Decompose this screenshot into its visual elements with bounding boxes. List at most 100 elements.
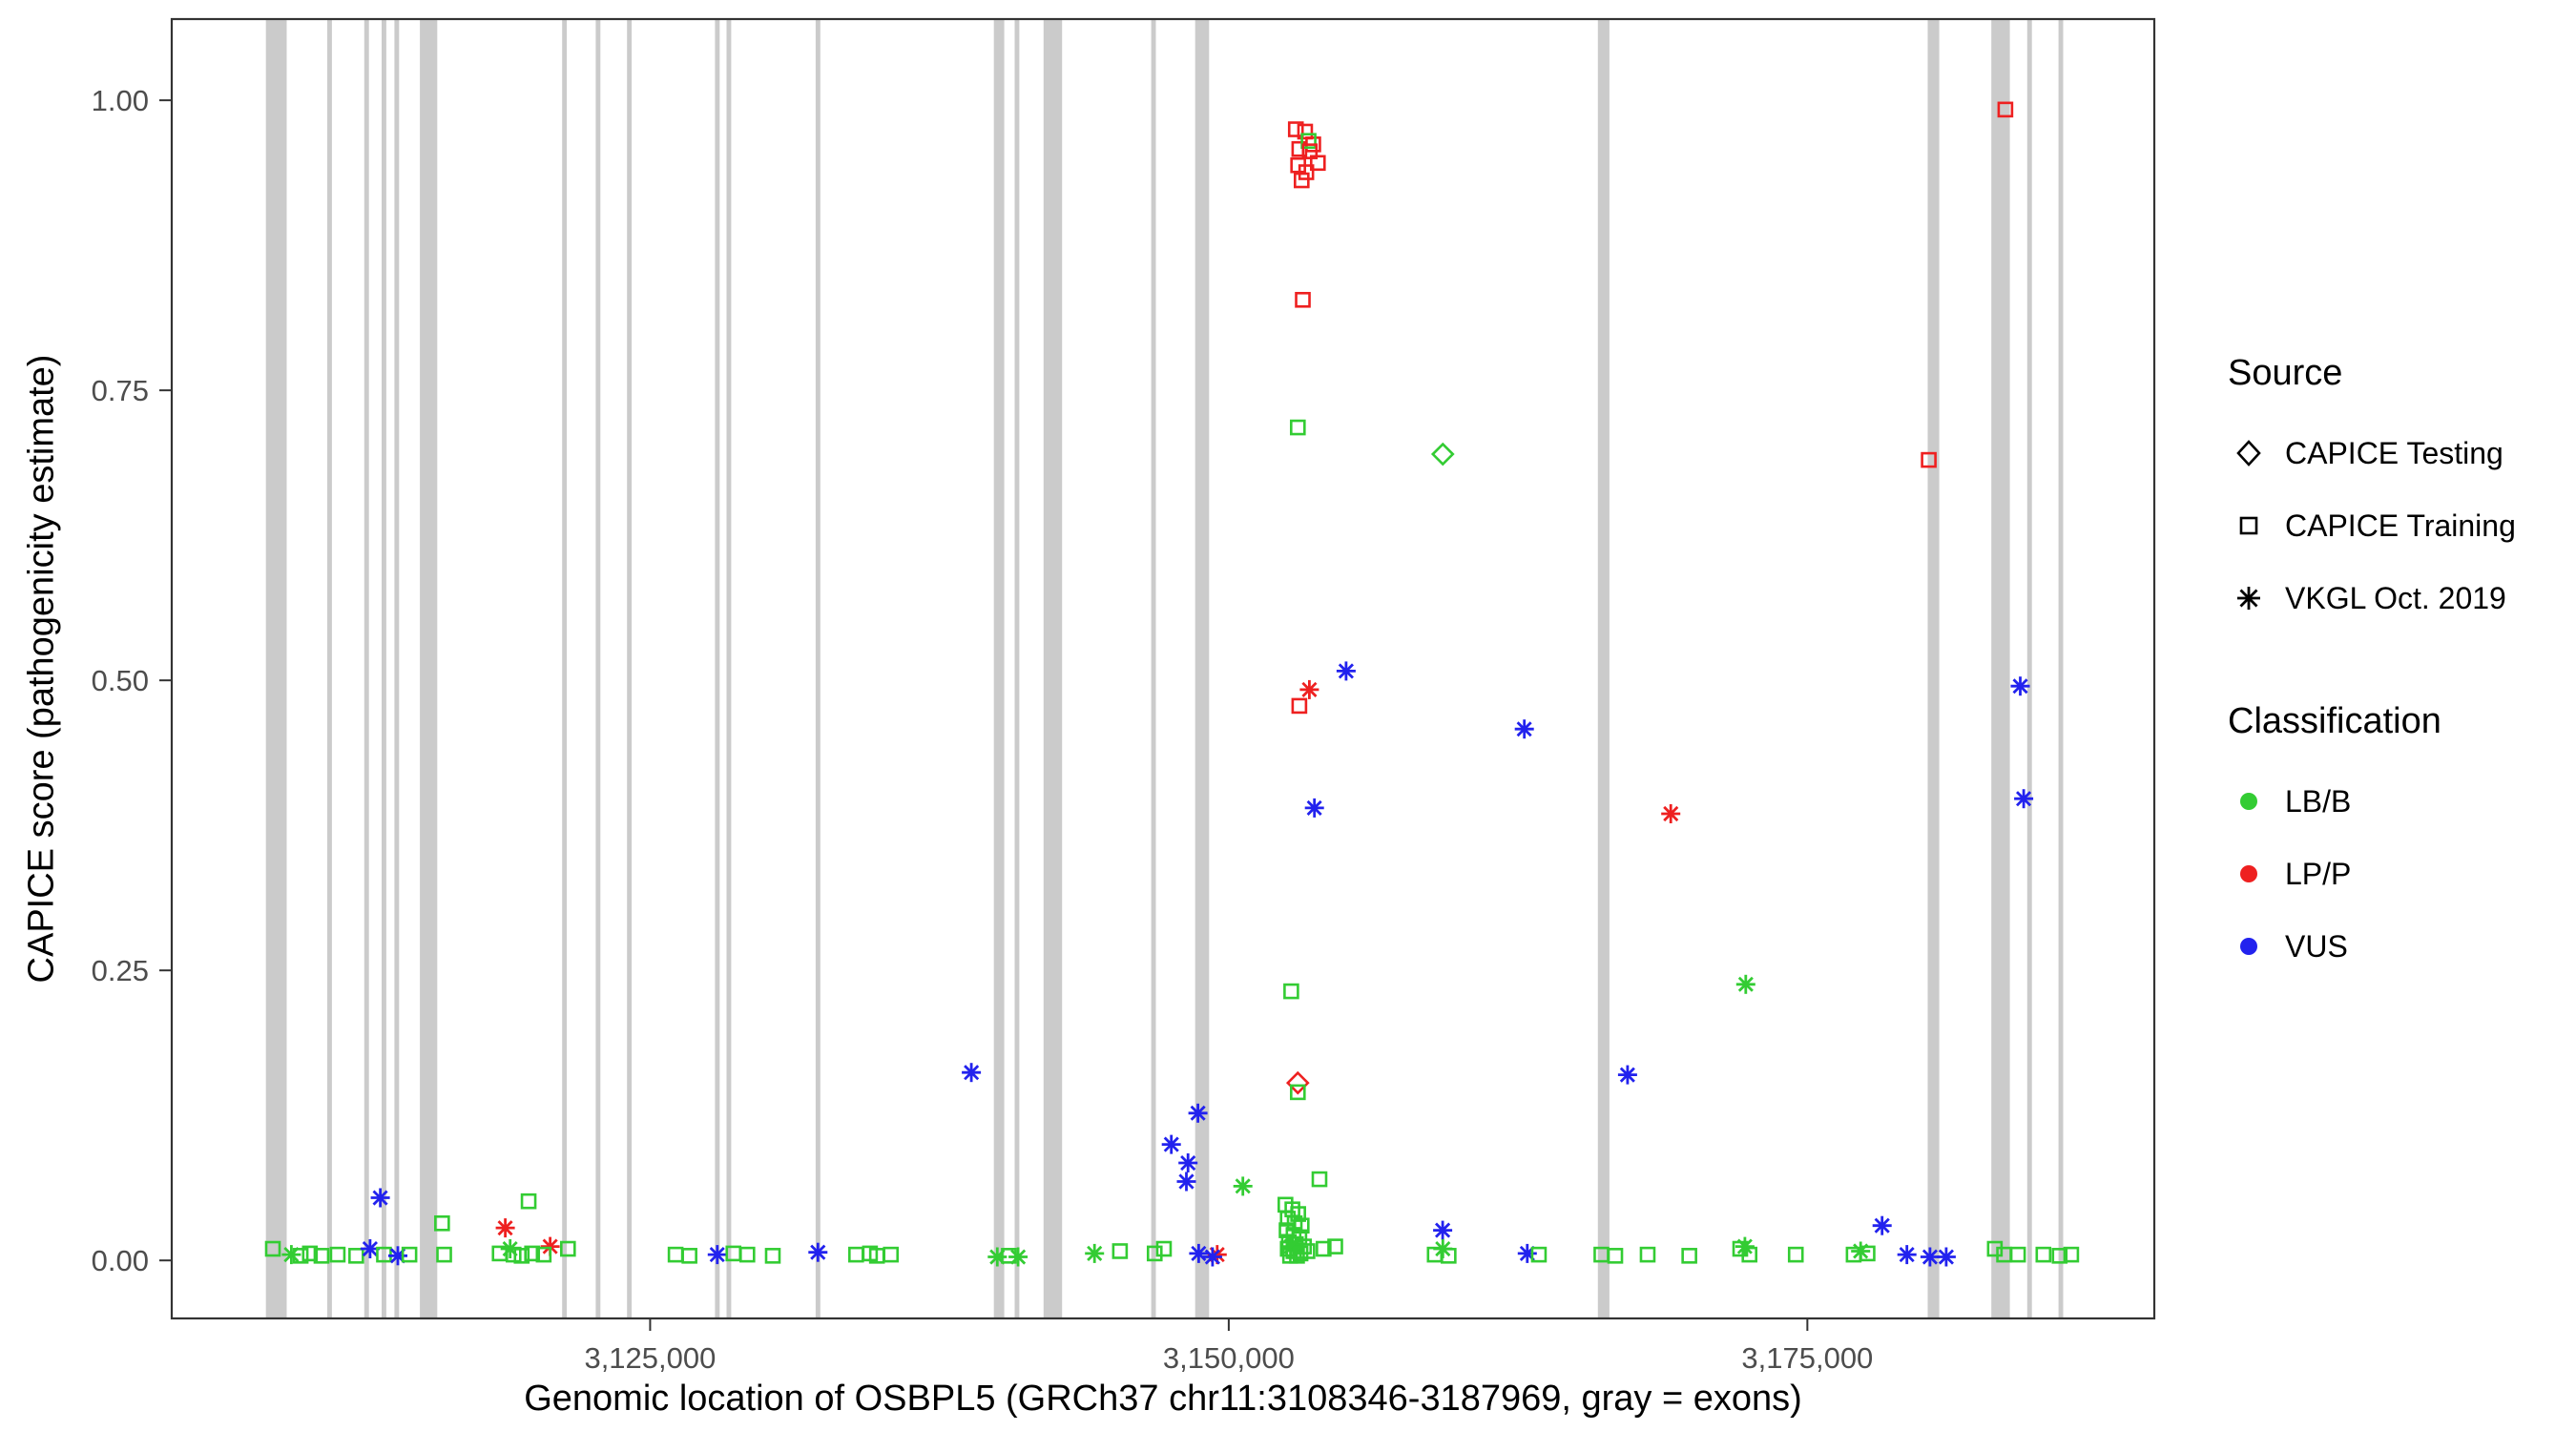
point-vkgl	[1936, 1247, 1956, 1267]
point-training	[401, 1246, 418, 1263]
exon-band	[1043, 19, 1063, 1318]
point-training	[348, 1248, 364, 1264]
point-vkgl	[1299, 679, 1319, 699]
point-vkgl	[1085, 1243, 1105, 1263]
point-training	[739, 1246, 756, 1263]
point-training	[1295, 291, 1311, 308]
legend-classification-title: Classification	[2228, 701, 2441, 741]
x-tick-label: 3,125,000	[584, 1341, 716, 1375]
legend-classification: Classification LB/B LP/P	[2228, 701, 2441, 983]
legend-item-vkgl: VKGL Oct. 2019	[2228, 562, 2516, 634]
point-training	[764, 1248, 781, 1264]
y-tick-label: 1.00	[92, 84, 149, 117]
point-training	[2051, 1248, 2068, 1264]
x-axis-title: Genomic location of OSBPL5 (GRCh37 chr11…	[524, 1379, 1802, 1419]
point-training	[1155, 1240, 1173, 1257]
point-vkgl	[1281, 1236, 1301, 1256]
point-training	[1311, 1171, 1328, 1188]
point-training	[292, 1248, 309, 1264]
exon-band	[715, 19, 720, 1318]
point-vkgl	[1178, 1153, 1198, 1172]
legend-item-capice-training: CAPICE Training	[2228, 489, 2516, 562]
exon-band	[327, 19, 332, 1318]
point-vkgl	[962, 1063, 982, 1083]
point-vkgl	[1008, 1247, 1028, 1267]
y-tick-label: 0.50	[92, 664, 149, 697]
point-training	[560, 1240, 576, 1257]
point-training	[2035, 1246, 2052, 1263]
point-training	[520, 1192, 537, 1210]
y-tick-label: 0.75	[92, 374, 149, 407]
legend-item-vus: VUS	[2228, 910, 2441, 983]
exon-band	[1927, 19, 1940, 1318]
point-vkgl	[495, 1218, 515, 1238]
point-training	[506, 1246, 522, 1263]
point-training	[1283, 983, 1299, 1000]
point-testing	[1430, 442, 1455, 467]
point-testing	[1285, 1070, 1310, 1095]
exon-band	[1014, 19, 1020, 1318]
point-training	[436, 1246, 452, 1263]
legend-item-lbb: LB/B	[2228, 765, 2441, 838]
x-tick-label: 3,175,000	[1741, 1341, 1873, 1375]
point-vkgl	[1872, 1215, 1892, 1235]
point-vkgl	[370, 1188, 390, 1208]
exon-band	[420, 19, 438, 1318]
point-training	[1294, 172, 1310, 189]
point-training	[667, 1246, 684, 1263]
point-vkgl	[1188, 1103, 1208, 1123]
point-training	[1787, 1246, 1804, 1263]
exon-band	[815, 19, 821, 1318]
point-training	[1297, 123, 1314, 140]
point-vkgl	[1897, 1245, 1917, 1265]
y-axis-title: CAPICE score (pathogenicity estimate)	[21, 354, 62, 984]
point-training	[2009, 1246, 2026, 1263]
point-training	[883, 1246, 900, 1263]
point-vkgl	[2014, 789, 2034, 809]
legend-item-capice-testing: CAPICE Testing	[2228, 417, 2516, 489]
point-training	[535, 1246, 552, 1263]
point-training	[1111, 1243, 1129, 1259]
legend-label: LB/B	[2285, 783, 2352, 819]
point-training	[1146, 1245, 1163, 1262]
legend-label: LP/P	[2285, 856, 2352, 891]
exon-band	[627, 19, 633, 1318]
point-vkgl	[707, 1245, 727, 1265]
point-vkgl	[1433, 1239, 1453, 1258]
legend-label: VKGL Oct. 2019	[2285, 580, 2506, 615]
lpp-dot-icon	[2228, 853, 2270, 895]
point-training	[1921, 451, 1937, 468]
point-training	[2063, 1246, 2080, 1263]
point-training	[434, 1214, 450, 1232]
legend-label: VUS	[2285, 928, 2348, 964]
exon-band	[562, 19, 568, 1318]
point-training	[1291, 697, 1308, 715]
point-training	[1607, 1248, 1624, 1264]
exon-band	[1597, 19, 1610, 1318]
point-training	[313, 1248, 330, 1264]
exon-band	[993, 19, 1005, 1318]
exon-band	[1991, 19, 2010, 1318]
vus-dot-icon	[2228, 925, 2270, 967]
legend-label: CAPICE Testing	[2285, 435, 2503, 470]
exon-band	[1151, 19, 1156, 1318]
legend-item-lpp: LP/P	[2228, 838, 2441, 910]
point-vkgl	[1851, 1241, 1871, 1261]
point-training	[1530, 1246, 1548, 1263]
point-training	[1309, 155, 1326, 172]
point-training	[1741, 1246, 1758, 1263]
point-training	[1294, 1217, 1310, 1234]
point-vkgl	[1202, 1247, 1222, 1267]
point-training	[513, 1248, 530, 1264]
exon-band	[595, 19, 601, 1318]
point-training	[681, 1248, 697, 1264]
exon-band	[2026, 19, 2032, 1318]
point-training	[1327, 1238, 1343, 1255]
point-training	[1316, 1240, 1332, 1257]
point-vkgl	[1735, 974, 1755, 994]
lbb-dot-icon	[2228, 780, 2270, 822]
point-training	[1290, 1206, 1306, 1222]
point-vkgl	[1176, 1172, 1196, 1192]
